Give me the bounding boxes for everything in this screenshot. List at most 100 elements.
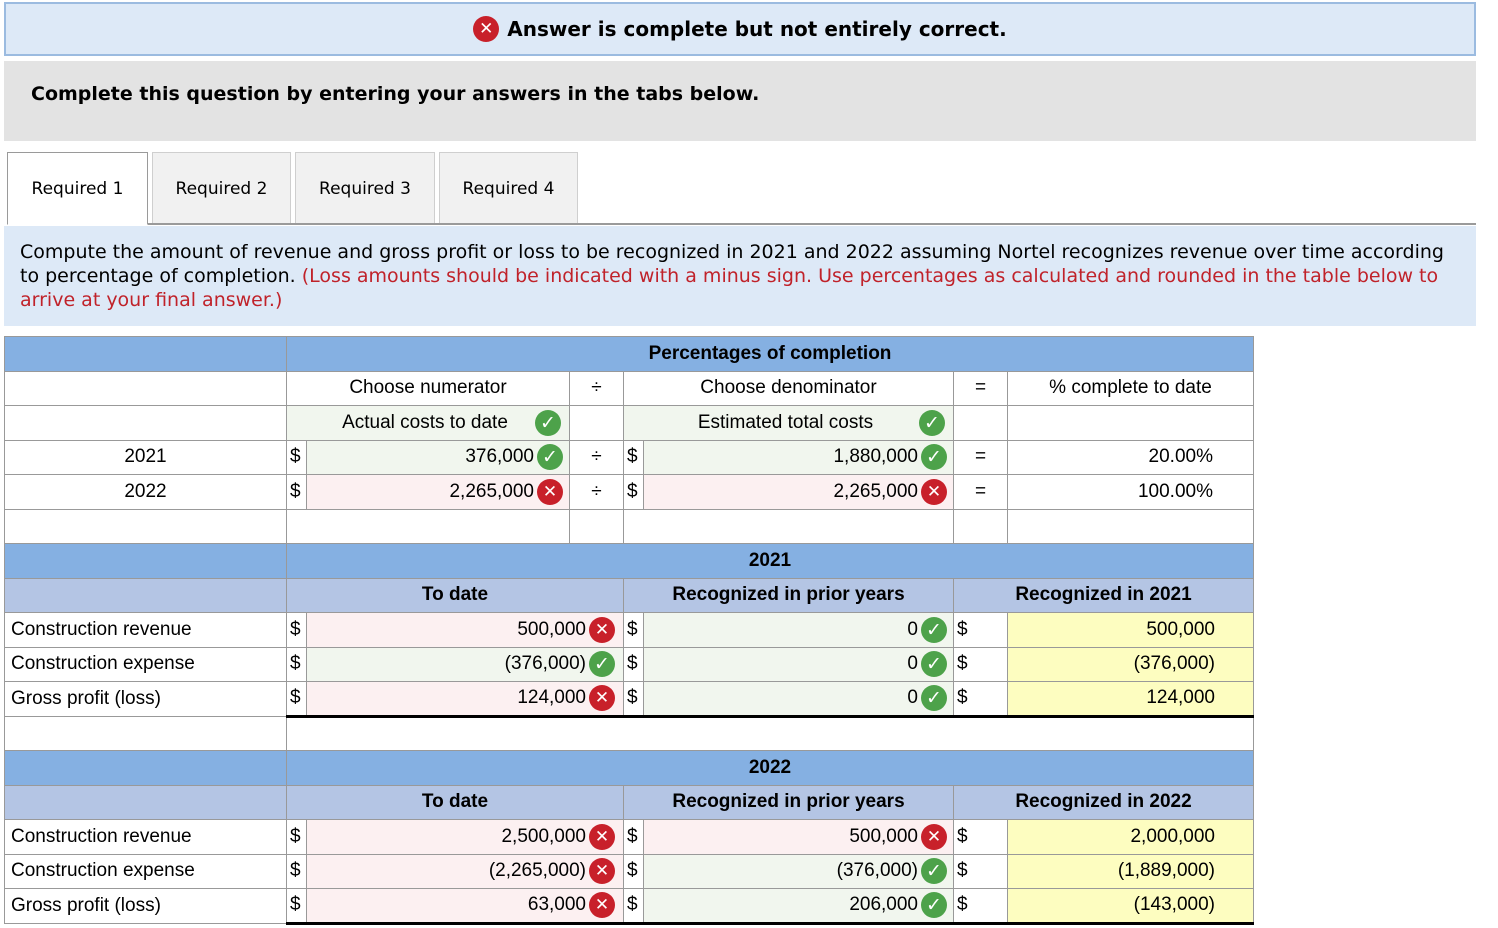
to-date-input[interactable]: (376,000) ✓: [306, 646, 624, 682]
tab-label: Required 2: [175, 178, 268, 199]
to-date-input[interactable]: 124,000 ✕: [306, 681, 624, 718]
equals-sign: =: [953, 474, 1008, 510]
col-to-date: To date: [286, 577, 624, 613]
prior-value: 206,000: [849, 894, 918, 916]
table-row: Construction revenue $ 2,500,000 ✕ $ 500,…: [4, 819, 1254, 855]
tab-divider: [7, 223, 1476, 225]
numerator-value: 2,265,000: [449, 480, 534, 502]
col-to-date: To date: [286, 784, 624, 820]
prior-years-input[interactable]: 0 ✓: [643, 612, 954, 648]
check-icon: ✓: [537, 444, 563, 471]
currency-symbol: $: [286, 612, 307, 648]
check-icon: ✓: [921, 616, 947, 643]
recognized-value: (143,000): [1007, 888, 1254, 925]
currency-symbol: $: [286, 888, 307, 925]
table-row: Gross profit (loss) $ 124,000 ✕ $ 0 ✓ $ 12…: [4, 681, 1254, 718]
tab-required-3[interactable]: Required 3: [295, 152, 435, 224]
currency-symbol: $: [623, 474, 644, 510]
currency-symbol: $: [623, 439, 644, 475]
percent-complete: 20.00%: [1007, 439, 1254, 475]
currency-symbol: $: [286, 853, 307, 889]
check-icon: ✓: [919, 409, 945, 436]
check-icon: ✓: [921, 858, 947, 885]
x-icon: ✕: [589, 685, 615, 712]
x-icon: ✕: [589, 858, 615, 885]
row-label: Gross profit (loss): [4, 888, 287, 924]
prior-years-input[interactable]: (376,000) ✓: [643, 853, 954, 889]
currency-symbol: $: [623, 681, 644, 718]
x-icon: ✕: [589, 823, 615, 850]
row-label: Construction revenue: [4, 819, 287, 855]
to-date-value: 124,000: [517, 687, 586, 709]
prior-years-input[interactable]: 500,000 ✕: [643, 819, 954, 855]
currency-symbol: $: [623, 612, 644, 648]
currency-symbol: $: [953, 681, 1008, 718]
col-prior-years: Recognized in prior years: [623, 577, 954, 613]
tab-label: Required 4: [462, 178, 555, 199]
recognized-value: (376,000): [1007, 646, 1254, 682]
col-recognized-2021: Recognized in 2021: [953, 577, 1254, 613]
numerator-input[interactable]: 2,265,000 ✕: [306, 474, 570, 510]
to-date-input[interactable]: 63,000 ✕: [306, 888, 624, 925]
to-date-value: 2,500,000: [501, 825, 586, 847]
to-date-input[interactable]: 2,500,000 ✕: [306, 819, 624, 855]
answer-table: Percentages of completion Choose numerat…: [4, 336, 1254, 925]
currency-symbol: $: [286, 819, 307, 855]
check-icon: ✓: [921, 892, 947, 919]
prior-value: 0: [907, 653, 918, 675]
denominator-select[interactable]: Estimated total costs ✓: [623, 405, 954, 441]
denominator-input[interactable]: 1,880,000 ✓: [643, 439, 954, 475]
denominator-input[interactable]: 2,265,000 ✕: [643, 474, 954, 510]
divide-sign: ÷: [569, 439, 624, 475]
prior-value: (376,000): [836, 860, 918, 882]
x-icon: ✕: [921, 478, 947, 505]
table-row: Construction expense $ (2,265,000) ✕ $ (3…: [4, 853, 1254, 889]
percent-complete: 100.00%: [1007, 474, 1254, 510]
col-prior-years: Recognized in prior years: [623, 784, 954, 820]
to-date-input[interactable]: 500,000 ✕: [306, 612, 624, 648]
tab-required-1[interactable]: Required 1: [7, 152, 148, 225]
prior-years-input[interactable]: 206,000 ✓: [643, 888, 954, 925]
recognized-value: 500,000: [1007, 612, 1254, 648]
x-icon: ✕: [589, 892, 615, 919]
col-recognized-2022: Recognized in 2022: [953, 784, 1254, 820]
numerator-select[interactable]: Actual costs to date ✓: [286, 405, 570, 441]
row-label: Gross profit (loss): [4, 681, 287, 717]
year-label: 2022: [4, 474, 287, 510]
prior-value: 500,000: [849, 825, 918, 847]
instruction-box: Complete this question by entering your …: [4, 61, 1476, 141]
denominator-value: 1,880,000: [833, 446, 918, 468]
to-date-value: (376,000): [504, 653, 586, 675]
currency-symbol: $: [623, 888, 644, 925]
prior-years-input[interactable]: 0 ✓: [643, 646, 954, 682]
recognized-value: 2,000,000: [1007, 819, 1254, 855]
question-note: (Loss amounts should be indicated with a…: [20, 265, 1439, 311]
currency-symbol: $: [286, 439, 307, 475]
x-icon: ✕: [473, 16, 500, 42]
currency-symbol: $: [953, 612, 1008, 648]
tab-label: Required 1: [31, 178, 124, 199]
instruction-text: Complete this question by entering your …: [31, 83, 760, 105]
table-row: Construction expense $ (376,000) ✓ $ 0 ✓ $…: [4, 646, 1254, 682]
question-panel: Compute the amount of revenue and gross …: [4, 226, 1476, 326]
divide-sign: ÷: [569, 370, 624, 406]
recognized-value: (1,889,000): [1007, 853, 1254, 889]
currency-symbol: $: [623, 853, 644, 889]
to-date-input[interactable]: (2,265,000) ✕: [306, 853, 624, 889]
to-date-value: 63,000: [527, 894, 586, 916]
currency-symbol: $: [953, 819, 1008, 855]
to-date-value: (2,265,000): [488, 860, 586, 882]
check-icon: ✓: [921, 444, 947, 471]
currency-symbol: $: [623, 646, 644, 682]
tab-required-4[interactable]: Required 4: [439, 152, 578, 224]
numerator-input[interactable]: 376,000 ✓: [306, 439, 570, 475]
currency-symbol: $: [286, 646, 307, 682]
pct-row-2021: 2021 $ 376,000 ✓ ÷ $ 1,880,000 ✓ = 20.00%: [4, 439, 1254, 475]
prior-years-input[interactable]: 0 ✓: [643, 681, 954, 718]
banner-text: Answer is complete but not entirely corr…: [507, 17, 1007, 41]
currency-symbol: $: [953, 646, 1008, 682]
table-row: Construction revenue $ 500,000 ✕ $ 0 ✓ $ 5…: [4, 612, 1254, 648]
prior-value: 0: [907, 687, 918, 709]
to-date-value: 500,000: [517, 618, 586, 640]
tab-required-2[interactable]: Required 2: [152, 152, 291, 224]
